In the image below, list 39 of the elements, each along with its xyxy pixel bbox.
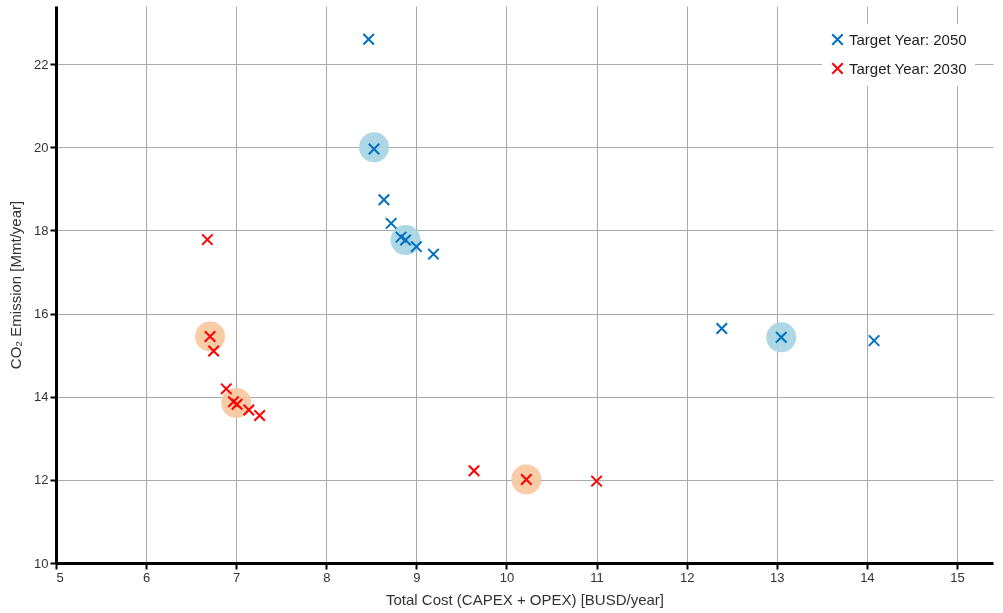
x-tick-label: 7 [233, 569, 241, 585]
point [766, 322, 797, 353]
legend-label: Target Year: 2050 [849, 30, 967, 48]
point [220, 382, 233, 396]
x-tick-label: 10 [499, 569, 515, 585]
point [467, 464, 481, 477]
x-axis-title: Total Cost (CAPEX + OPEX) [BUSD/year] [385, 590, 665, 608]
x-tick-label: 5 [56, 569, 64, 585]
point [359, 132, 390, 163]
point [715, 322, 729, 335]
x-tick-label: 9 [413, 569, 421, 585]
y-tick-label: 14 [34, 389, 49, 405]
point [377, 193, 391, 206]
point [590, 474, 603, 488]
y-tick-label: 10 [34, 555, 49, 571]
y-tick-label: 20 [34, 139, 49, 155]
point [207, 344, 220, 358]
y-tick-label: 12 [34, 472, 49, 488]
point [242, 403, 256, 417]
x-tick-label: 14 [860, 569, 875, 585]
y-axis-title: CO₂ Emission [Mmt/year] [7, 200, 25, 370]
x-tick-label: 11 [590, 569, 604, 585]
point [410, 240, 423, 253]
y-tick-label: 16 [34, 306, 49, 322]
point [384, 217, 398, 230]
point [201, 233, 214, 246]
legend-label: Target Year: 2030 [849, 59, 967, 77]
point [427, 247, 440, 261]
point [253, 409, 266, 422]
x-tick-label: 13 [770, 569, 785, 585]
point [511, 464, 542, 495]
y-tick-label: 22 [34, 56, 49, 72]
point [867, 334, 881, 347]
y-tick-label: 18 [34, 222, 49, 238]
x-tick-label: 15 [950, 569, 965, 585]
x-tick-label: 12 [679, 569, 695, 585]
x-tick-label: 6 [142, 569, 151, 585]
point [362, 33, 375, 46]
x-tick-label: 8 [323, 569, 331, 585]
